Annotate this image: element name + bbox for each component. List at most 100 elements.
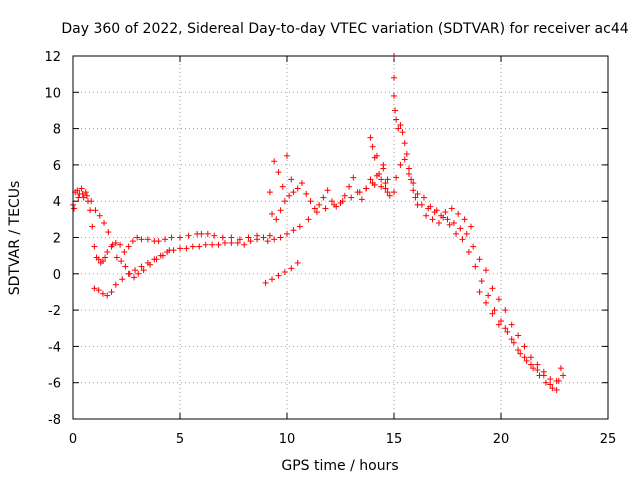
data-point <box>168 234 175 241</box>
data-point <box>294 259 301 266</box>
data-point <box>151 256 158 263</box>
data-point <box>91 285 98 292</box>
data-point <box>271 236 278 243</box>
x-axis-label: GPS time / hours <box>281 458 398 474</box>
data-point <box>348 194 355 201</box>
data-point <box>135 270 142 277</box>
data-point <box>196 243 203 250</box>
data-point <box>89 223 96 230</box>
data-point <box>82 189 89 196</box>
data-point <box>354 189 361 196</box>
data-point <box>260 234 267 241</box>
data-point <box>215 241 222 248</box>
data-point <box>328 198 335 205</box>
data-point <box>553 386 560 393</box>
data-point <box>104 249 111 256</box>
data-point <box>363 185 370 192</box>
tick-layer: 0 5 10 15 20 25 -8 -6 -4 -2 0 2 4 6 8 10 12 <box>44 50 616 447</box>
data-point <box>461 216 468 223</box>
data-point <box>101 219 108 226</box>
data-point <box>392 107 399 114</box>
data-point <box>183 245 190 252</box>
data-point <box>382 185 389 192</box>
data-point <box>521 354 528 361</box>
data-point <box>271 158 278 165</box>
data-point <box>288 176 295 183</box>
data-point <box>117 241 124 248</box>
data-point <box>125 270 132 277</box>
data-point <box>540 372 547 379</box>
data-point <box>155 238 162 245</box>
data-point <box>502 307 509 314</box>
x-tick-label: 5 <box>176 432 184 447</box>
data-point <box>427 203 434 210</box>
data-point <box>121 249 128 256</box>
data-point <box>382 180 389 187</box>
data-point <box>92 207 99 214</box>
data-point <box>369 143 376 150</box>
data-point <box>380 165 387 172</box>
data-point <box>386 192 393 199</box>
data-point <box>185 232 192 239</box>
data-point <box>290 227 297 234</box>
data-point <box>560 372 567 379</box>
data-point <box>144 236 151 243</box>
data-point <box>262 279 269 286</box>
data-point <box>134 234 141 241</box>
data-point <box>444 216 451 223</box>
data-point <box>113 254 120 261</box>
data-point <box>549 385 556 392</box>
data-point <box>483 267 490 274</box>
data-point <box>393 174 400 181</box>
data-point <box>241 241 248 248</box>
data-point <box>189 243 196 250</box>
data-point <box>557 365 564 372</box>
data-point <box>399 129 406 136</box>
data-point <box>542 379 549 386</box>
data-point <box>502 325 509 332</box>
data-point <box>277 207 284 214</box>
data-point <box>510 339 517 346</box>
data-point <box>138 236 145 243</box>
data-point <box>281 198 288 205</box>
data-point <box>164 249 171 256</box>
data-point <box>157 252 164 259</box>
data-point <box>446 221 453 228</box>
data-point <box>410 180 417 187</box>
data-point <box>138 263 145 270</box>
data-point <box>530 365 537 372</box>
data-point <box>391 92 397 99</box>
data-point <box>170 247 177 254</box>
data-point <box>350 174 357 181</box>
data-point <box>80 194 87 201</box>
data-point <box>485 292 492 299</box>
data-point <box>534 366 541 373</box>
data-point <box>371 181 378 188</box>
data-point <box>202 241 209 248</box>
data-point <box>122 263 129 270</box>
data-point <box>527 354 534 361</box>
data-point <box>236 236 243 243</box>
data-point <box>405 165 412 172</box>
data-point <box>429 216 436 223</box>
data-point <box>489 310 496 317</box>
data-point <box>508 336 515 343</box>
data-point <box>504 328 511 335</box>
data-point <box>305 216 312 223</box>
data-point <box>294 185 301 192</box>
y-tick-label: -8 <box>48 413 61 428</box>
data-point <box>414 201 421 208</box>
data-point <box>198 230 205 237</box>
data-point <box>322 205 329 212</box>
data-point <box>247 238 254 245</box>
data-point <box>118 258 125 265</box>
data-point <box>108 288 115 295</box>
data-point <box>219 234 226 241</box>
data-point <box>296 223 303 230</box>
data-points-layer <box>70 53 567 393</box>
data-point <box>346 183 353 190</box>
data-point <box>378 176 385 183</box>
data-point <box>450 219 457 226</box>
data-point <box>397 161 404 168</box>
data-point <box>423 212 430 219</box>
